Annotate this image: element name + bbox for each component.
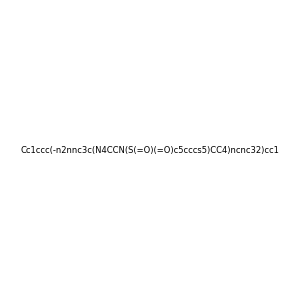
Text: Cc1ccc(-n2nnc3c(N4CCN(S(=O)(=O)c5cccs5)CC4)ncnc32)cc1: Cc1ccc(-n2nnc3c(N4CCN(S(=O)(=O)c5cccs5)C… bbox=[21, 146, 279, 154]
